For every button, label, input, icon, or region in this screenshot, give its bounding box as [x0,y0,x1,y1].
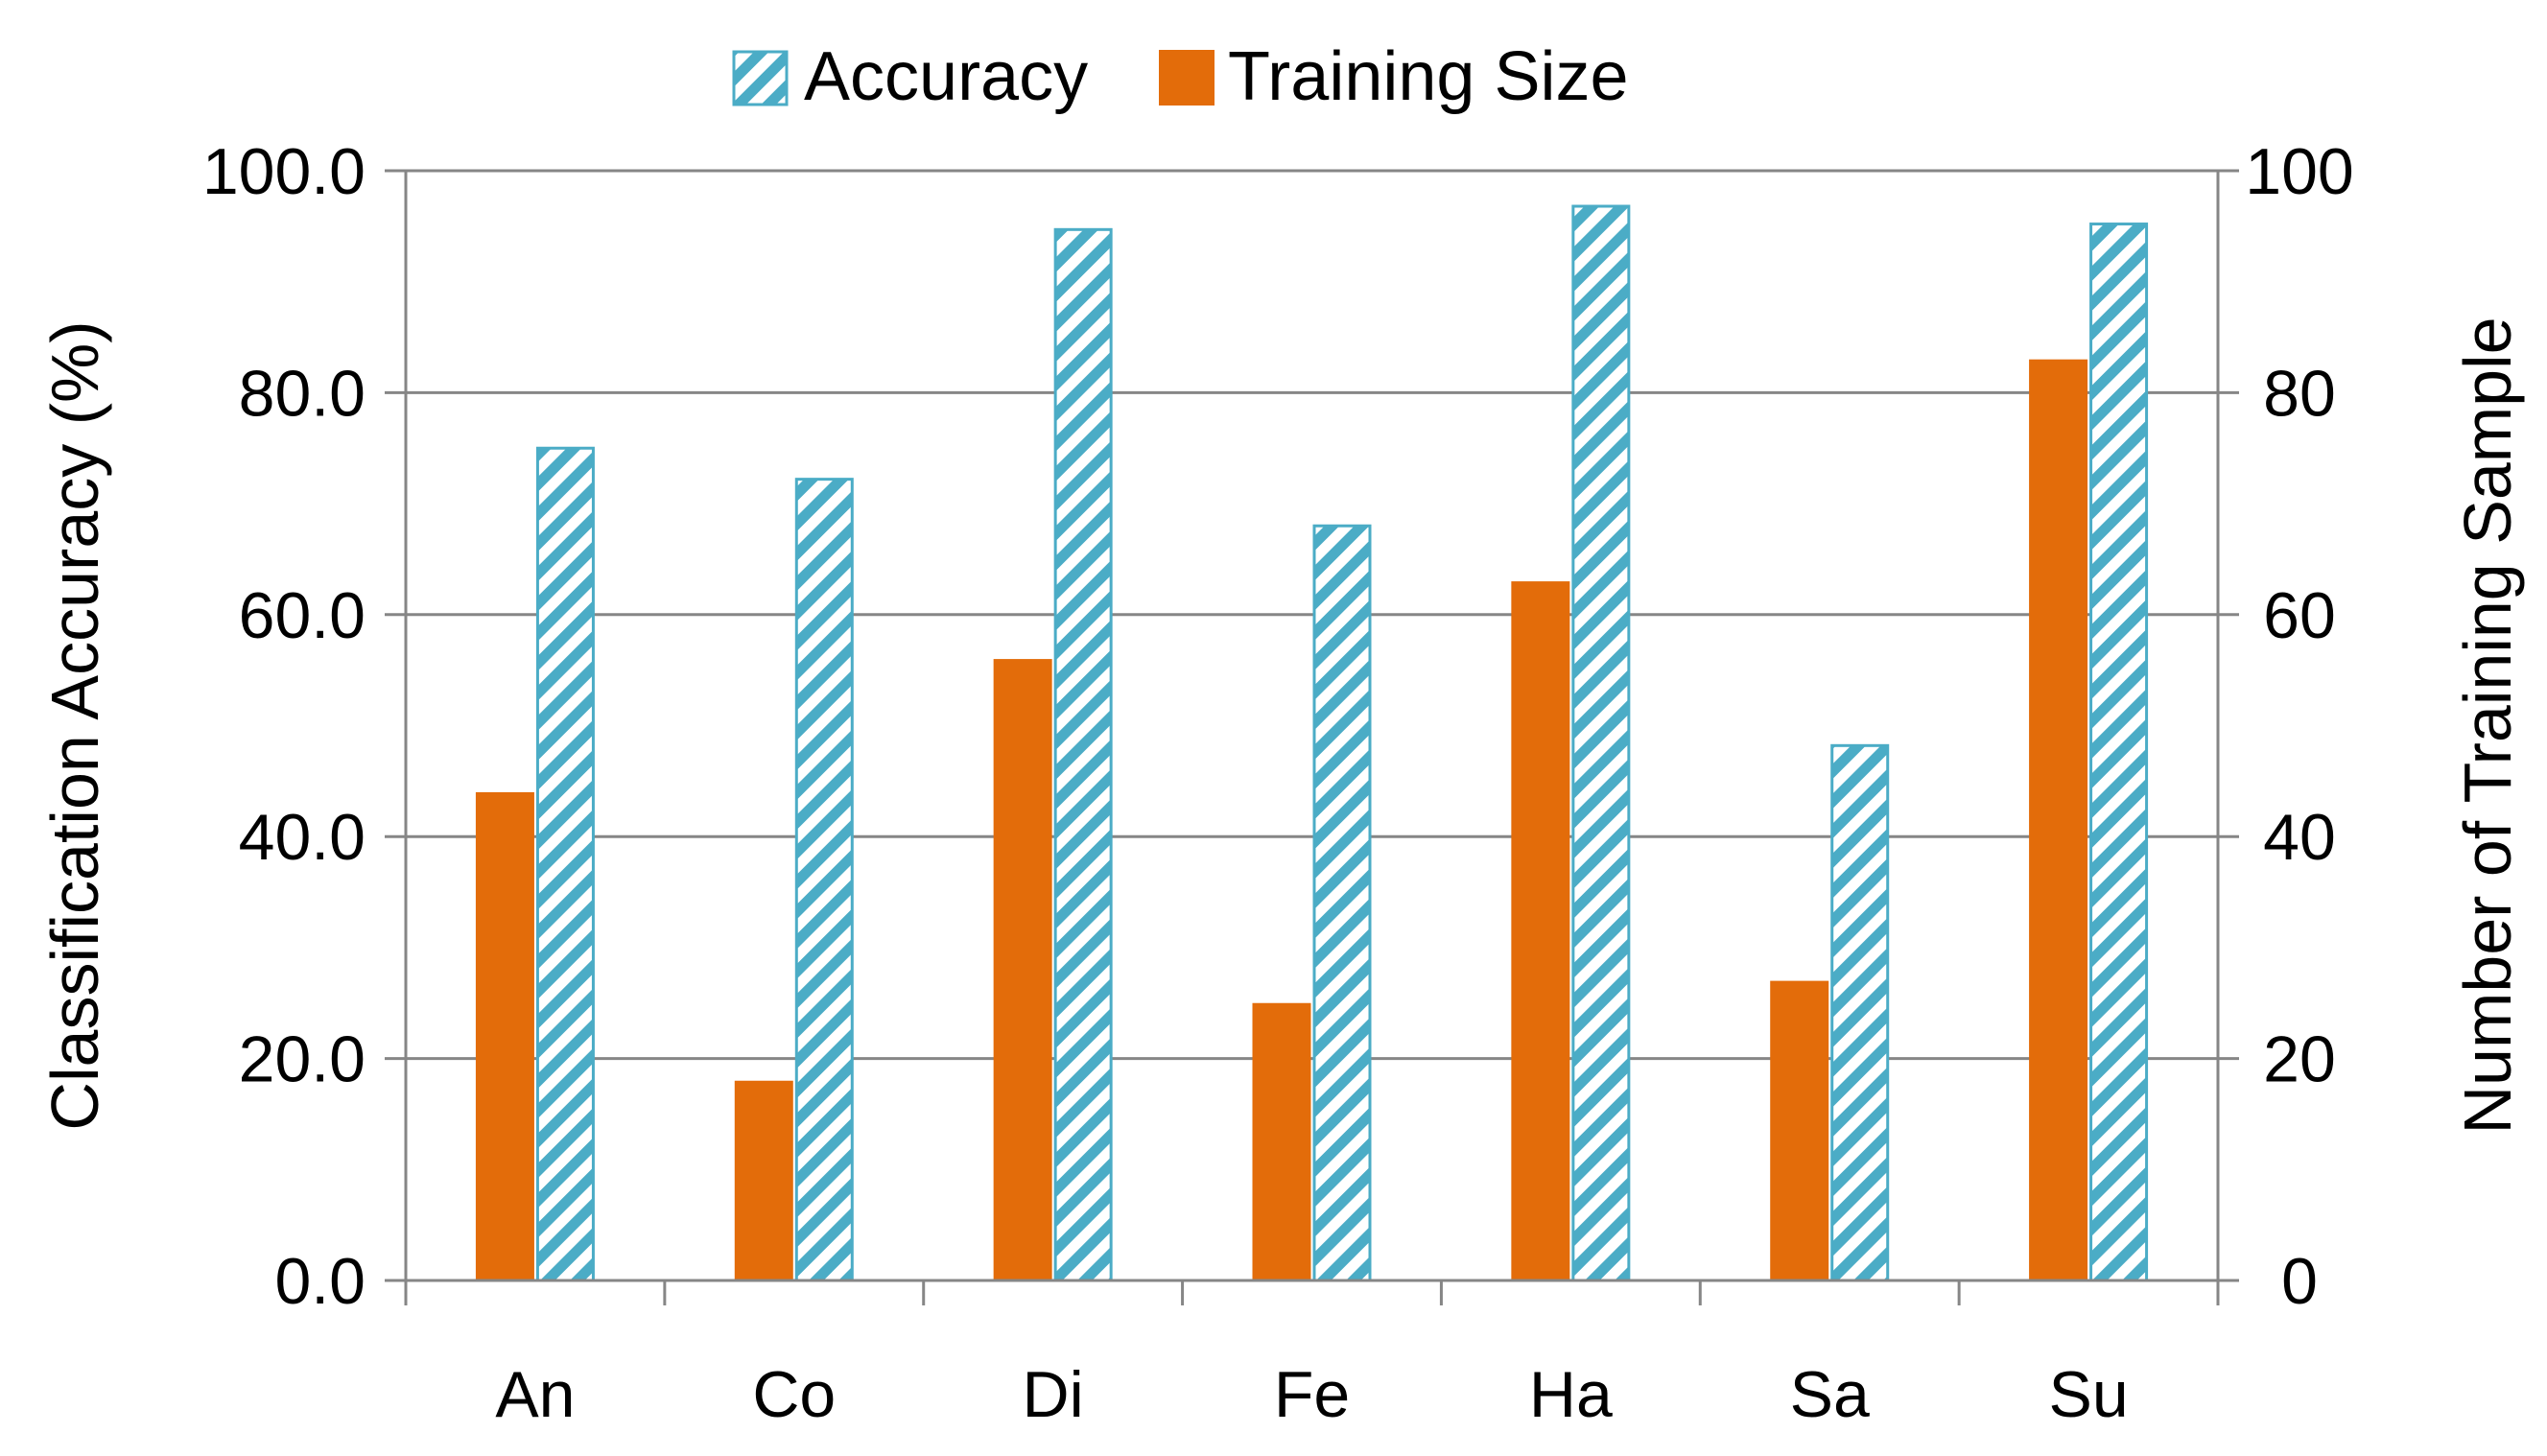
legend-training-swatch [1159,50,1215,106]
training-size-bar [1252,1002,1311,1280]
accuracy-bar [535,446,595,1282]
category-label: Ha [1529,1358,1613,1431]
right-tick-label: 80 [2263,357,2336,430]
bars [475,204,2149,1282]
accuracy-bar [1053,227,1113,1282]
accuracy-bar [794,478,854,1282]
accuracy-bar [2089,223,2149,1282]
right-tick-label: 40 [2263,801,2336,874]
labels: 0.0 0 20.0 20 40.0 40 60.0 60 80.0 80 100.0 100 An Co… [37,135,2525,1431]
right-tick-label: 100 [2245,135,2353,208]
left-tick-label: 80.0 [239,357,366,430]
left-tick-label: 0.0 [274,1245,366,1318]
left-axis-title: Classification Accuracy (%) [37,320,112,1130]
left-tick-label: 60.0 [239,579,366,652]
accuracy-bar [1312,524,1372,1282]
training-size-bar [2029,359,2088,1280]
training-size-bar [1511,581,1570,1280]
accuracy-bar [1571,204,1631,1282]
legend-training-label: Training Size [1228,38,1629,115]
left-tick-label: 40.0 [239,801,366,874]
category-label: Sa [1790,1358,1870,1431]
training-size-bar [1770,980,1829,1280]
training-size-bar [993,659,1052,1280]
category-label: Di [1023,1358,1084,1431]
training-size-bar [734,1080,793,1280]
left-tick-label: 100.0 [202,135,366,208]
right-tick-label: 20 [2263,1023,2336,1096]
gridlines [406,169,2218,1061]
axes [385,169,2239,1305]
legend-accuracy-swatch [732,50,789,106]
legend-accuracy-label: Accuracy [804,38,1088,115]
category-label: Su [2048,1358,2128,1431]
category-label: An [495,1358,575,1431]
right-tick-label: 0 [2281,1245,2318,1318]
training-size-bar [475,791,534,1280]
category-label: Fe [1274,1358,1350,1431]
right-tick-label: 60 [2263,579,2336,652]
accuracy-bar [1830,743,1890,1282]
left-tick-label: 20.0 [239,1023,366,1096]
legend: Accuracy Training Size [732,38,1629,115]
right-axis-title: Number of Training Sample [2450,317,2525,1134]
category-label: Co [752,1358,836,1431]
